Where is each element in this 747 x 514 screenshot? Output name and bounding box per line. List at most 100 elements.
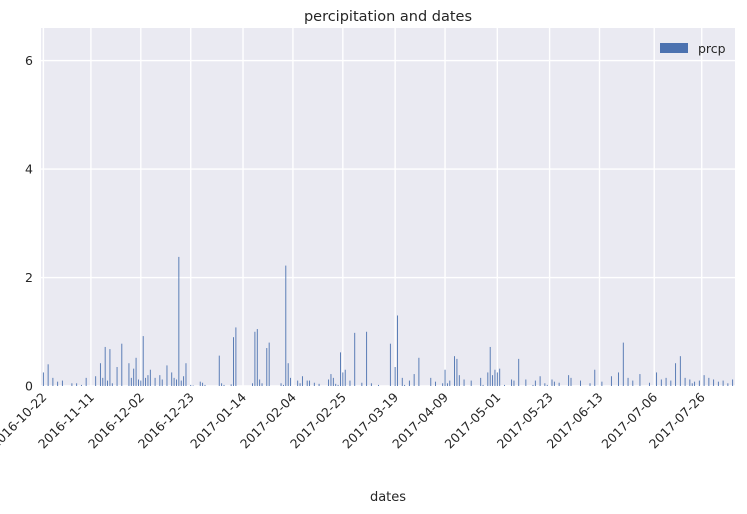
bar [354,332,356,386]
bar [235,327,237,386]
bar [161,379,163,386]
bar [665,377,667,386]
bar [378,384,379,386]
bar [713,379,715,386]
bar [76,383,78,386]
x-tick-labels: 2016-10-222016-11-112016-12-022016-12-23… [0,389,708,451]
bar [309,380,311,386]
bar [648,382,650,386]
bar [335,383,337,386]
bar [480,377,482,386]
bar [287,363,289,386]
bar [130,377,132,386]
bar [408,380,410,386]
bar [259,379,261,386]
bar [285,265,287,386]
bar [430,377,432,386]
bar [446,383,448,386]
bar [589,383,591,386]
bar [42,372,44,386]
bar [366,331,368,386]
bar [627,377,629,386]
bar [487,372,489,386]
bar [504,384,505,386]
bar [454,356,455,386]
y-tick-label: 6 [25,53,33,68]
bar [435,381,436,386]
y-tick-label: 4 [25,162,33,177]
bar [80,384,82,386]
bar [463,379,465,386]
bar [568,375,570,386]
bar [116,367,118,386]
bar [192,385,194,386]
bar [61,380,63,386]
bar [413,374,415,386]
bar [727,383,729,386]
bar [349,380,351,386]
bar [221,383,223,386]
bar [47,364,49,386]
bar [732,379,734,386]
bar [670,380,672,386]
bar [698,380,700,386]
bar [154,377,156,386]
bar [176,379,177,386]
bar [494,369,496,386]
bar [180,380,182,386]
bar [580,380,581,386]
bar [142,336,144,386]
bar [525,379,527,386]
bar [442,383,444,386]
legend: prcp [660,41,726,56]
bar [553,381,555,386]
bars [42,256,734,386]
bar [173,377,175,386]
y-tick-label: 0 [25,379,33,394]
bar [266,348,268,386]
bar [104,346,106,386]
bar [689,379,691,386]
bar [456,358,458,386]
bar [361,382,363,386]
bar [52,377,54,386]
bar [551,379,553,386]
bar [694,381,696,386]
bar [679,356,681,386]
bar [532,384,534,386]
bar [622,342,624,386]
bar [95,376,97,386]
bar [717,381,719,386]
legend-swatch [660,43,688,53]
legend-label: prcp [698,41,726,56]
bar [71,383,73,386]
plot-background [41,28,735,386]
bar [332,377,334,386]
bar [261,383,263,386]
bar [632,380,634,386]
bar [618,372,619,386]
bar [470,380,472,386]
x-axis-label: dates [370,490,406,505]
bar [656,372,658,386]
bar [546,384,548,386]
bar [518,358,520,386]
bar [401,377,403,386]
bar [133,368,135,386]
bar [159,375,161,386]
bar [639,374,641,386]
bar [204,384,206,386]
bar [178,256,180,386]
bar [601,381,603,386]
bar [135,357,137,386]
bar [280,383,282,386]
bar [610,376,612,386]
bar [344,369,346,386]
bar [489,346,491,386]
bar [397,315,398,386]
bar [444,369,446,386]
bar [558,382,560,386]
bar [570,377,572,386]
grid-lines [41,28,735,387]
bar [370,383,372,386]
